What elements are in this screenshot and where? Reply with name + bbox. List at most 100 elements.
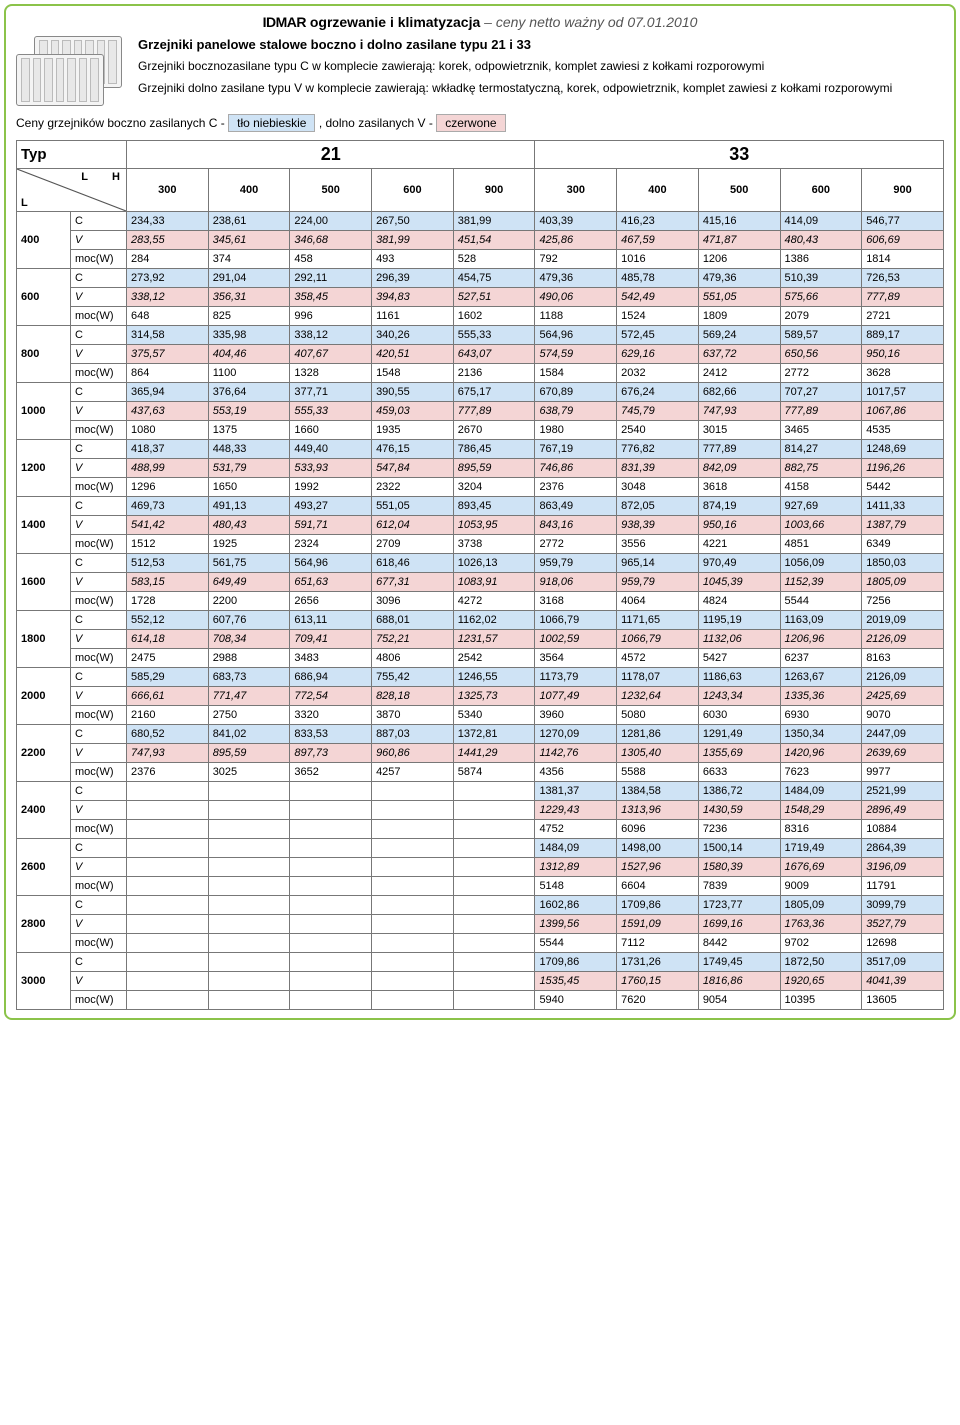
data-cell: 1441,29 bbox=[453, 744, 535, 763]
data-cell: 1066,79 bbox=[617, 630, 699, 649]
data-cell: 2200 bbox=[208, 592, 290, 611]
data-cell: 346,68 bbox=[290, 231, 372, 250]
data-cell: 420,51 bbox=[372, 345, 454, 364]
data-cell: 1498,00 bbox=[617, 839, 699, 858]
data-cell: 291,04 bbox=[208, 269, 290, 288]
data-cell: 10884 bbox=[862, 820, 944, 839]
length-cell: 2800 bbox=[17, 896, 71, 953]
table-row: moc(W)514866047839900911791 bbox=[17, 877, 944, 896]
rowtype-cell: V bbox=[71, 744, 127, 763]
data-cell: 1132,06 bbox=[698, 630, 780, 649]
data-cell: 5442 bbox=[862, 478, 944, 497]
data-cell: 415,16 bbox=[698, 212, 780, 231]
data-cell: 3564 bbox=[535, 649, 617, 668]
data-cell: 471,87 bbox=[698, 231, 780, 250]
col-h: 900 bbox=[453, 169, 535, 212]
data-cell: 381,99 bbox=[372, 231, 454, 250]
data-cell: 9977 bbox=[862, 763, 944, 782]
data-cell: 7256 bbox=[862, 592, 944, 611]
table-row: V666,61771,47772,54828,181325,731077,491… bbox=[17, 687, 944, 706]
col-h: 500 bbox=[290, 169, 372, 212]
data-cell: 938,39 bbox=[617, 516, 699, 535]
data-cell: 7620 bbox=[617, 991, 699, 1010]
data-cell: 833,53 bbox=[290, 725, 372, 744]
data-cell: 531,79 bbox=[208, 459, 290, 478]
rowtype-cell: moc(W) bbox=[71, 421, 127, 440]
data-table: Typ 21 33 L H L 300 400 500 600 900 300 … bbox=[16, 140, 944, 1010]
rowtype-cell: V bbox=[71, 231, 127, 250]
data-cell: 335,98 bbox=[208, 326, 290, 345]
data-cell: 772,54 bbox=[290, 687, 372, 706]
data-cell: 1386,72 bbox=[698, 782, 780, 801]
rowtype-cell: V bbox=[71, 801, 127, 820]
data-cell: 708,34 bbox=[208, 630, 290, 649]
data-cell: 1056,09 bbox=[780, 554, 862, 573]
table-row: V488,99531,79533,93547,84895,59746,86831… bbox=[17, 459, 944, 478]
rowtype-cell: moc(W) bbox=[71, 706, 127, 725]
data-cell: 1053,95 bbox=[453, 516, 535, 535]
data-cell: 1591,09 bbox=[617, 915, 699, 934]
data-cell: 6930 bbox=[780, 706, 862, 725]
data-cell: 1355,69 bbox=[698, 744, 780, 763]
data-cell bbox=[372, 801, 454, 820]
data-cell: 959,79 bbox=[617, 573, 699, 592]
data-cell: 2160 bbox=[127, 706, 209, 725]
data-cell: 404,46 bbox=[208, 345, 290, 364]
data-cell: 3738 bbox=[453, 535, 535, 554]
data-cell: 407,67 bbox=[290, 345, 372, 364]
data-cell: 1384,58 bbox=[617, 782, 699, 801]
col-h: 500 bbox=[698, 169, 780, 212]
data-cell: 1602 bbox=[453, 307, 535, 326]
table-row: moc(W)475260967236831610884 bbox=[17, 820, 944, 839]
data-cell: 1420,96 bbox=[780, 744, 862, 763]
data-cell: 1243,34 bbox=[698, 687, 780, 706]
table-row: V1535,451760,151816,861920,654041,39 bbox=[17, 972, 944, 991]
rowtype-cell: C bbox=[71, 554, 127, 573]
rowtype-cell: V bbox=[71, 288, 127, 307]
col-h: 300 bbox=[127, 169, 209, 212]
rowtype-cell: moc(W) bbox=[71, 592, 127, 611]
data-cell bbox=[453, 782, 535, 801]
col-h: 400 bbox=[208, 169, 290, 212]
rowtype-cell: moc(W) bbox=[71, 478, 127, 497]
data-cell: 2864,39 bbox=[862, 839, 944, 858]
data-cell bbox=[290, 934, 372, 953]
table-row: 1400C469,73491,13493,27551,05893,45863,4… bbox=[17, 497, 944, 516]
data-cell: 777,89 bbox=[780, 402, 862, 421]
data-cell: 1186,63 bbox=[698, 668, 780, 687]
data-cell bbox=[290, 972, 372, 991]
data-cell: 2521,99 bbox=[862, 782, 944, 801]
data-cell: 726,53 bbox=[862, 269, 944, 288]
data-cell: 528 bbox=[453, 250, 535, 269]
length-cell: 400 bbox=[17, 212, 71, 269]
length-cell: 3000 bbox=[17, 953, 71, 1010]
col-h: 600 bbox=[780, 169, 862, 212]
data-cell: 965,14 bbox=[617, 554, 699, 573]
rowtype-cell: moc(W) bbox=[71, 250, 127, 269]
data-cell: 1548 bbox=[372, 364, 454, 383]
table-row: V437,63553,19555,33459,03777,89638,79745… bbox=[17, 402, 944, 421]
data-cell: 3465 bbox=[780, 421, 862, 440]
data-cell: 843,16 bbox=[535, 516, 617, 535]
data-cell: 1709,86 bbox=[535, 953, 617, 972]
data-cell: 2032 bbox=[617, 364, 699, 383]
data-cell: 2542 bbox=[453, 649, 535, 668]
table-row: 3000C1709,861731,261749,451872,503517,09 bbox=[17, 953, 944, 972]
data-cell: 1660 bbox=[290, 421, 372, 440]
data-cell: 814,27 bbox=[780, 440, 862, 459]
data-cell: 12698 bbox=[862, 934, 944, 953]
data-cell: 2322 bbox=[372, 478, 454, 497]
data-cell: 7623 bbox=[780, 763, 862, 782]
rowtype-cell: C bbox=[71, 611, 127, 630]
data-cell: 9702 bbox=[780, 934, 862, 953]
table-row: moc(W)1512192523242709373827723556422148… bbox=[17, 535, 944, 554]
table-row: 600C273,92291,04292,11296,39454,75479,36… bbox=[17, 269, 944, 288]
intro-p2: Grzejniki dolno zasilane typu V w komple… bbox=[138, 80, 944, 96]
data-cell: 6604 bbox=[617, 877, 699, 896]
data-cell bbox=[372, 782, 454, 801]
data-cell: 2425,69 bbox=[862, 687, 944, 706]
data-cell: 828,18 bbox=[372, 687, 454, 706]
data-cell: 688,01 bbox=[372, 611, 454, 630]
data-cell: 1512 bbox=[127, 535, 209, 554]
data-cell: 755,42 bbox=[372, 668, 454, 687]
